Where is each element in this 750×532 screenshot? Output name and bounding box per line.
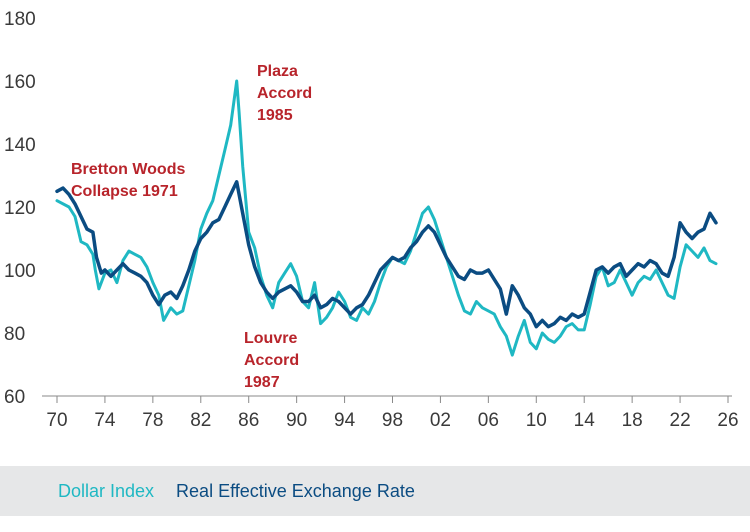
chart: 60 80 100 120 140 160 180 70 74 78 82 86 90 94 98 02 06… [4, 9, 739, 431]
annotation-line: 1987 [244, 374, 280, 391]
x-tick-label: 70 [46, 410, 67, 431]
y-tick-label: 160 [4, 72, 36, 93]
x-tick-label: 26 [717, 410, 738, 431]
annotation-bretton: Bretton Woods Collapse 1971 [71, 161, 185, 200]
x-axis-labels: 70 74 78 82 86 90 94 98 02 06 10 14 18 22 26 [46, 410, 738, 431]
x-tick-label: 22 [670, 410, 691, 431]
x-tick-label: 98 [382, 410, 403, 431]
x-tick-label: 10 [526, 410, 547, 431]
y-tick-label: 120 [4, 198, 36, 219]
x-tick-label: 18 [622, 410, 643, 431]
annotation-line: Accord [244, 352, 299, 369]
y-axis-labels: 60 80 100 120 140 160 180 [4, 9, 36, 408]
y-tick-label: 100 [4, 261, 36, 282]
series-layer [55, 79, 718, 357]
annotation-line: Plaza [257, 63, 298, 80]
annotation-line: Accord [257, 85, 312, 102]
annotation-louvre: Louvre Accord 1987 [244, 330, 299, 391]
x-tick-label: 74 [94, 410, 116, 431]
x-tick-label: 06 [478, 410, 499, 431]
series-line-dollar-index [55, 79, 718, 357]
annotation-line: 1985 [257, 107, 293, 124]
annotation-layer: Bretton Woods Collapse 1971 Plaza Accord 198… [71, 63, 312, 391]
series-line-real-effective-exchange-rate [55, 180, 718, 329]
x-tick-label: 14 [574, 410, 596, 431]
y-tick-label: 60 [4, 387, 25, 408]
annotation-line: Bretton Woods [71, 161, 185, 178]
x-tick-label: 78 [142, 410, 163, 431]
x-tick-label: 94 [334, 410, 356, 431]
annotation-plaza: Plaza Accord 1985 [257, 63, 312, 124]
y-tick-label: 140 [4, 135, 36, 156]
legend-item-dollar-index: Dollar Index [58, 480, 155, 501]
y-tick-label: 180 [4, 9, 36, 30]
annotation-line: Collapse 1971 [71, 183, 178, 200]
x-axis [42, 395, 732, 403]
legend-item-real-effective-exchange-rate: Real Effective Exchange Rate [176, 480, 415, 501]
x-tick-label: 82 [190, 410, 211, 431]
y-tick-label: 80 [4, 324, 25, 345]
annotation-line: Louvre [244, 330, 297, 347]
x-tick-label: 90 [286, 410, 307, 431]
x-tick-label: 86 [238, 410, 259, 431]
legend-bar: Dollar Index Real Effective Exchange Rat… [0, 466, 750, 516]
x-tick-label: 02 [430, 410, 451, 431]
